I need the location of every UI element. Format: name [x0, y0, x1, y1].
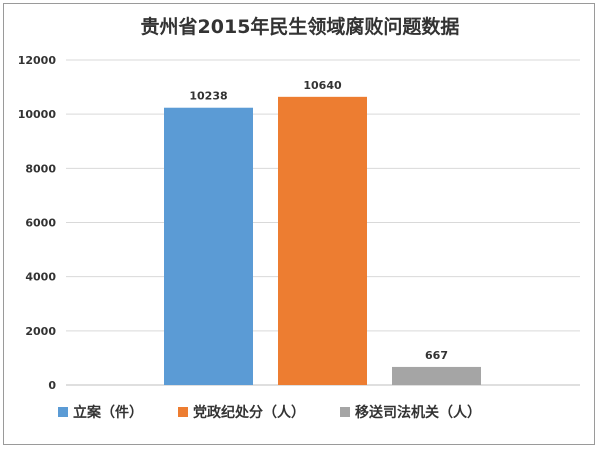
chart-title: 贵州省2015年民生领域腐败问题数据 — [141, 15, 460, 38]
data-labels: 10238 10640 667 — [189, 79, 448, 362]
legend: 立案（件） 党政纪处分（人） 移送司法机关（人） — [58, 404, 481, 421]
y-tick-label: 8000 — [25, 162, 56, 175]
legend-label: 立案（件） — [73, 404, 143, 421]
bar — [278, 96, 367, 385]
legend-label: 党政纪处分（人） — [193, 404, 305, 421]
data-label: 10640 — [303, 79, 342, 92]
data-label: 667 — [425, 349, 448, 362]
legend-swatch — [340, 407, 350, 417]
y-tick-label: 12000 — [18, 54, 57, 67]
y-tick-label: 2000 — [25, 325, 56, 338]
y-tick-label: 4000 — [25, 271, 56, 284]
data-label: 10238 — [189, 90, 227, 103]
y-tick-label: 10000 — [18, 108, 57, 121]
bar — [392, 366, 481, 385]
y-tick-label: 6000 — [25, 217, 56, 230]
legend-swatch — [58, 407, 68, 417]
legend-swatch — [178, 407, 188, 417]
legend-label: 移送司法机关（人） — [355, 404, 481, 421]
bar — [164, 107, 253, 386]
y-tick-label: 0 — [48, 379, 56, 392]
y-axis: 0 2000 4000 6000 8000 10000 12000 — [18, 54, 57, 392]
bars — [164, 96, 481, 386]
